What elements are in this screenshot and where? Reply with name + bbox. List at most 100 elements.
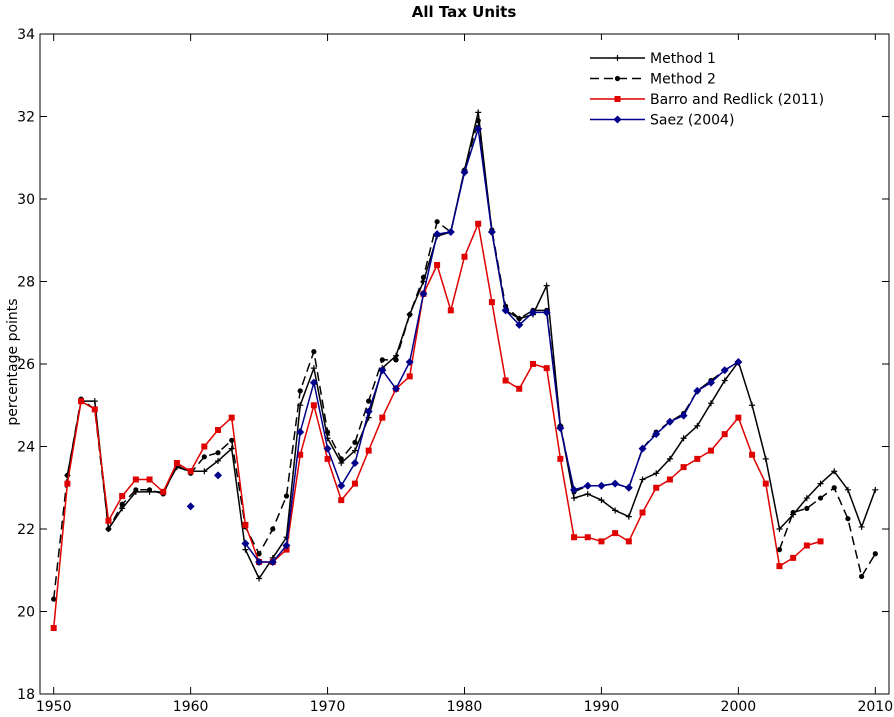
data-point — [584, 534, 591, 541]
data-point — [584, 490, 591, 497]
data-point — [859, 573, 865, 580]
data-point — [556, 423, 565, 432]
data-point — [105, 526, 112, 532]
data-point — [420, 274, 427, 280]
y-tick-label: 24 — [17, 440, 35, 456]
legend-item: Method 1 — [590, 51, 716, 67]
data-point — [283, 546, 290, 553]
data-point — [817, 495, 824, 501]
y-axis-label: percentage points — [5, 298, 21, 425]
data-point — [614, 96, 621, 102]
series-0 — [64, 109, 879, 582]
data-point — [652, 430, 661, 439]
data-point — [831, 485, 837, 491]
data-point — [694, 455, 701, 462]
data-point — [707, 400, 714, 407]
data-point — [598, 497, 605, 504]
data-point — [612, 530, 619, 537]
legend-label: Method 1 — [650, 51, 716, 67]
data-point — [366, 398, 372, 404]
data-point — [679, 411, 688, 420]
data-point — [475, 220, 482, 227]
data-point — [392, 384, 401, 393]
data-point — [706, 378, 715, 387]
data-point — [407, 311, 413, 318]
x-tick-label: 2000 — [721, 699, 757, 715]
data-point — [872, 486, 879, 493]
data-point — [187, 468, 194, 475]
data-point — [515, 320, 524, 329]
data-point — [64, 480, 71, 487]
data-point — [338, 456, 344, 462]
data-point — [419, 289, 428, 298]
data-point — [776, 526, 783, 532]
data-point — [324, 455, 331, 462]
data-point — [228, 414, 235, 421]
data-point — [242, 521, 249, 528]
data-point — [351, 480, 358, 487]
data-point — [762, 480, 769, 487]
data-point — [845, 516, 851, 522]
data-point — [666, 476, 673, 483]
data-point — [323, 444, 332, 453]
data-point — [680, 435, 687, 442]
y-tick-label: 30 — [17, 192, 35, 208]
data-point — [241, 539, 250, 548]
data-point — [133, 487, 139, 493]
data-point — [817, 480, 824, 487]
data-point — [734, 357, 743, 366]
data-point — [720, 366, 729, 375]
x-tick-label: 1970 — [310, 699, 346, 715]
series-3 — [186, 124, 743, 566]
data-point — [611, 479, 620, 488]
data-point — [528, 308, 537, 317]
data-point — [790, 509, 796, 516]
axis-ticks: 1950 1960 1970 1980 1990 2000 2010 18 20 22 24 26 28… — [17, 27, 893, 715]
data-point — [570, 485, 579, 494]
y-tick-label: 22 — [17, 522, 35, 538]
data-point — [146, 476, 153, 483]
data-point — [461, 253, 468, 260]
data-point — [160, 488, 167, 495]
data-point — [338, 497, 345, 504]
data-point — [405, 357, 414, 366]
data-point — [501, 306, 510, 315]
data-point — [817, 538, 824, 545]
data-point — [173, 460, 180, 466]
data-point — [91, 406, 98, 413]
series-layer — [50, 109, 879, 631]
data-point — [297, 451, 304, 458]
series-line — [778, 487, 876, 578]
legend-box — [582, 40, 882, 142]
data-point — [215, 427, 222, 433]
y-tick-label: 18 — [17, 687, 35, 703]
y-tick-label: 34 — [17, 27, 35, 43]
data-point — [434, 219, 440, 225]
data-point — [666, 455, 673, 462]
data-point — [803, 495, 810, 502]
data-point — [614, 75, 621, 82]
y-tick-label: 26 — [17, 357, 35, 373]
data-point — [119, 501, 125, 507]
data-point — [268, 558, 277, 566]
data-point — [804, 505, 810, 511]
data-point — [105, 517, 112, 524]
data-point — [625, 538, 632, 545]
data-point — [583, 481, 592, 490]
data-point — [735, 414, 742, 421]
data-point — [201, 454, 207, 460]
data-point — [475, 118, 481, 124]
y-tick-label: 20 — [17, 605, 35, 621]
data-point — [379, 357, 385, 363]
data-point — [256, 551, 262, 557]
data-point — [516, 385, 523, 392]
data-point — [337, 481, 346, 490]
data-point — [283, 493, 290, 499]
data-point — [447, 307, 454, 314]
data-point — [639, 509, 646, 516]
data-point — [653, 484, 660, 491]
data-point — [352, 439, 358, 445]
data-point — [612, 507, 619, 514]
data-point — [215, 457, 222, 464]
